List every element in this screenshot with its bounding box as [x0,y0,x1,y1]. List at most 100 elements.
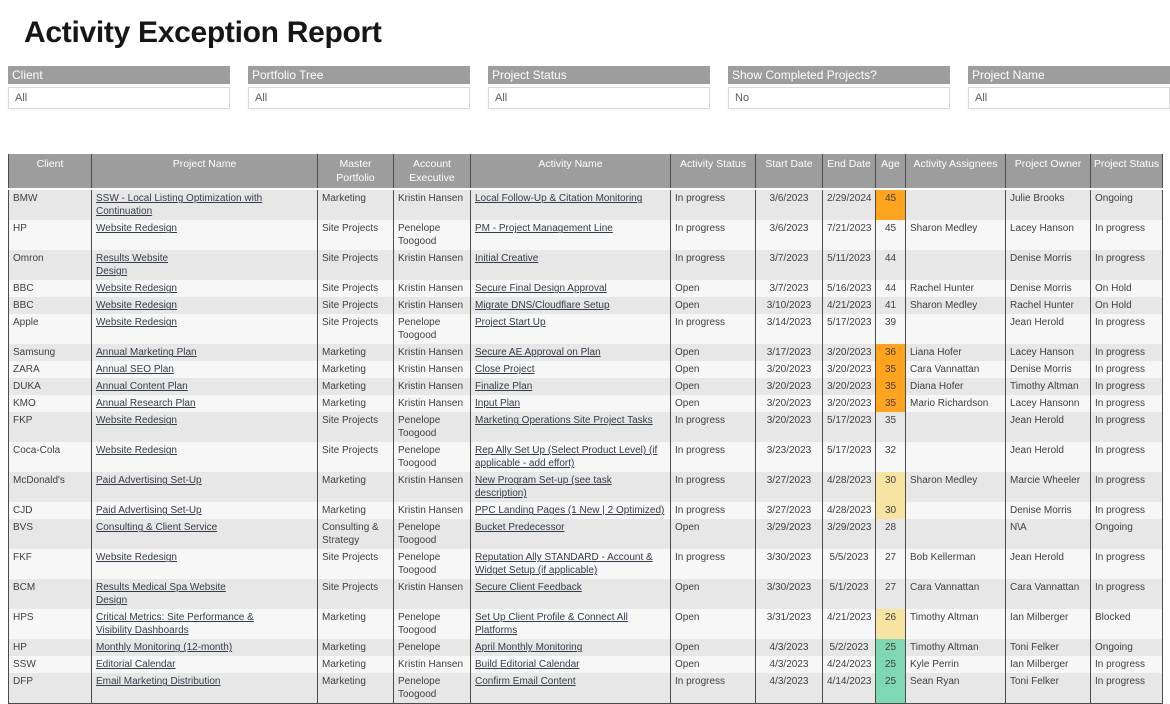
project-name-link[interactable]: Paid Advertising Set-Up [96,505,202,517]
activity-name-link[interactable]: Secure AE Approval on Plan [475,347,601,359]
cell-activity-name[interactable]: Confirm Email Content [470,673,671,704]
project-name-link[interactable]: Results Medical Spa Website Design [96,582,226,607]
cell-activity-name[interactable]: Initial Creative [470,250,671,281]
filter-client-input[interactable]: All [8,87,230,109]
cell-project-name[interactable]: Editorial Calendar [91,656,318,674]
col-header-end-date[interactable]: End Date [822,154,876,191]
project-name-link[interactable]: Paid Advertising Set-Up [96,475,202,487]
project-name-link[interactable]: Consulting & Client Service [96,522,218,534]
col-header-master-portfolio[interactable]: Master Portfolio [317,154,394,191]
cell-project-name[interactable]: Annual Marketing Plan [91,344,318,362]
project-name-link[interactable]: Email Marketing Distribution [96,676,221,688]
cell-project-name[interactable]: Consulting & Client Service [91,519,318,550]
filter-show-completed-input[interactable]: No [728,87,950,109]
activity-name-link[interactable]: Secure Final Design Approval [475,283,607,295]
activity-name-link[interactable]: Initial Creative [475,253,539,265]
cell-project-name[interactable]: Paid Advertising Set-Up [91,472,318,503]
project-name-link[interactable]: SSW - Local Listing Optimization with Co… [96,193,263,218]
cell-project-name[interactable]: Website Redesign [91,549,318,580]
cell-project-name[interactable]: Website Redesign [91,412,318,443]
activity-name-link[interactable]: Project Start Up [475,317,546,329]
cell-activity-name[interactable]: Marketing Operations Site Project Tasks [470,412,671,443]
project-name-link[interactable]: Monthly Monitoring (12-month) [96,642,233,654]
col-header-project-status[interactable]: Project Status [1090,154,1163,191]
cell-activity-name[interactable]: Set Up Client Profile & Connect All Plat… [470,609,671,640]
filter-project-status-input[interactable]: All [488,87,710,109]
cell-project-name[interactable]: Annual SEO Plan [91,361,318,379]
col-header-project-owner[interactable]: Project Owner [1005,154,1091,191]
cell-activity-name[interactable]: Project Start Up [470,314,671,345]
cell-project-name[interactable]: Website Redesign [91,442,318,473]
cell-activity-name[interactable]: Migrate DNS/Cloudflare Setup [470,297,671,315]
activity-name-link[interactable]: Marketing Operations Site Project Tasks [475,415,653,427]
activity-name-link[interactable]: Secure Client Feedback [475,582,582,594]
activity-name-link[interactable]: Input Plan [475,398,521,410]
col-header-age[interactable]: Age [875,154,906,191]
cell-activity-name[interactable]: Secure AE Approval on Plan [470,344,671,362]
activity-name-link[interactable]: Finalize Plan [475,381,533,393]
activity-name-link[interactable]: Rep Ally Set Up (Select Product Level) (… [475,445,658,470]
activity-name-link[interactable]: Close Project [475,364,535,376]
cell-activity-name[interactable]: Reputation Ally STANDARD - Account & Wid… [470,549,671,580]
cell-project-name[interactable]: Annual Content Plan [91,378,318,396]
cell-project-name[interactable]: Paid Advertising Set-Up [91,502,318,520]
project-name-link[interactable]: Website Redesign [96,317,177,329]
project-name-link[interactable]: Editorial Calendar [96,659,176,671]
activity-name-link[interactable]: PPC Landing Pages (1 New | 2 Optimized) [475,505,665,517]
project-name-link[interactable]: Results Website Design [96,253,169,278]
cell-project-name[interactable]: Email Marketing Distribution [91,673,318,704]
cell-activity-name[interactable]: Secure Final Design Approval [470,280,671,298]
activity-name-link[interactable]: Confirm Email Content [475,676,576,688]
filter-portfolio-tree-input[interactable]: All [248,87,470,109]
cell-project-name[interactable]: Results Medical Spa Website Design [91,579,318,610]
col-header-project-name[interactable]: Project Name [91,154,318,191]
cell-project-name[interactable]: Website Redesign [91,220,318,251]
col-header-activity-name[interactable]: Activity Name [470,154,671,191]
cell-project-name[interactable]: Critical Metrics: Site Performance & Vis… [91,609,318,640]
project-name-link[interactable]: Website Redesign [96,223,177,235]
cell-project-name[interactable]: Website Redesign [91,297,318,315]
activity-name-link[interactable]: PM - Project Management Line [475,223,613,235]
project-name-link[interactable]: Website Redesign [96,445,177,457]
activity-name-link[interactable]: Local Follow-Up & Citation Monitoring [475,193,643,205]
cell-project-name[interactable]: Monthly Monitoring (12-month) [91,639,318,657]
activity-name-link[interactable]: Reputation Ally STANDARD - Account & Wid… [475,552,653,577]
project-name-link[interactable]: Annual Content Plan [96,381,188,393]
project-name-link[interactable]: Annual Research Plan [96,398,196,410]
col-header-client[interactable]: Client [8,154,92,191]
cell-activity-name[interactable]: Close Project [470,361,671,379]
project-name-link[interactable]: Website Redesign [96,552,177,564]
cell-activity-name[interactable]: Build Editorial Calendar [470,656,671,674]
cell-activity-name[interactable]: New Program Set-up (see task description… [470,472,671,503]
cell-activity-name[interactable]: Input Plan [470,395,671,413]
cell-activity-name[interactable]: PPC Landing Pages (1 New | 2 Optimized) [470,502,671,520]
activity-name-link[interactable]: Set Up Client Profile & Connect All Plat… [475,612,628,637]
project-name-link[interactable]: Website Redesign [96,283,177,295]
cell-project-name[interactable]: Website Redesign [91,280,318,298]
activity-name-link[interactable]: New Program Set-up (see task description… [475,475,612,500]
project-name-link[interactable]: Website Redesign [96,415,177,427]
activity-name-link[interactable]: Bucket Predecessor [475,522,565,534]
project-name-link[interactable]: Website Redesign [96,300,177,312]
cell-activity-name[interactable]: Secure Client Feedback [470,579,671,610]
cell-activity-name[interactable]: Rep Ally Set Up (Select Product Level) (… [470,442,671,473]
cell-activity-name[interactable]: Finalize Plan [470,378,671,396]
col-header-account-executive[interactable]: Account Executive [393,154,471,191]
cell-project-name[interactable]: SSW - Local Listing Optimization with Co… [91,189,318,221]
project-name-link[interactable]: Annual Marketing Plan [96,347,197,359]
cell-activity-name[interactable]: April Monthly Monitoring [470,639,671,657]
cell-activity-name[interactable]: Bucket Predecessor [470,519,671,550]
activity-name-link[interactable]: Migrate DNS/Cloudflare Setup [475,300,610,312]
project-name-link[interactable]: Annual SEO Plan [96,364,174,376]
project-name-link[interactable]: Critical Metrics: Site Performance & Vis… [96,612,254,637]
filter-project-name-input[interactable]: All [968,87,1170,109]
cell-activity-name[interactable]: PM - Project Management Line [470,220,671,251]
cell-project-name[interactable]: Results Website Design [91,250,318,281]
col-header-start-date[interactable]: Start Date [755,154,823,191]
activity-name-link[interactable]: April Monthly Monitoring [475,642,583,654]
col-header-activity-status[interactable]: Activity Status [670,154,756,191]
activity-name-link[interactable]: Build Editorial Calendar [475,659,580,671]
cell-project-name[interactable]: Website Redesign [91,314,318,345]
cell-activity-name[interactable]: Local Follow-Up & Citation Monitoring [470,189,671,221]
col-header-activity-assignees[interactable]: Activity Assignees [905,154,1006,191]
